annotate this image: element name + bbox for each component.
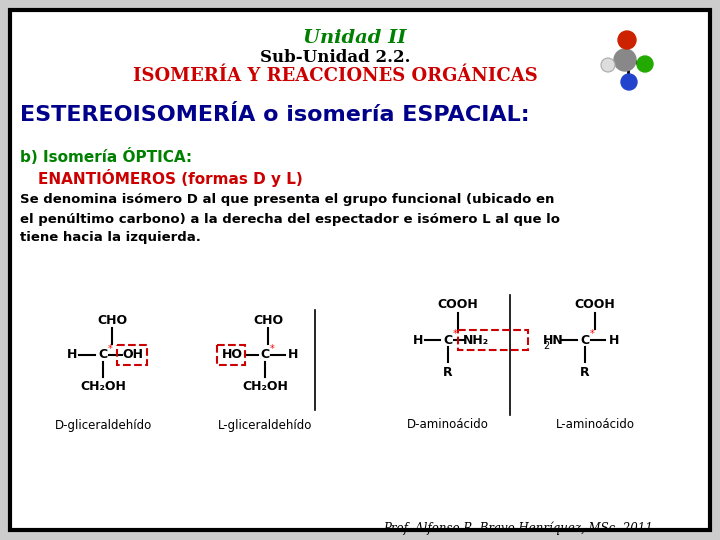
Circle shape [621,74,637,90]
Text: R: R [444,366,453,379]
Text: tiene hacia la izquierda.: tiene hacia la izquierda. [20,232,201,245]
Text: CH₂OH: CH₂OH [80,380,126,393]
Text: *: * [590,329,595,339]
Text: CHO: CHO [97,314,127,327]
Text: Prof. Alfonso R. Bravo Henríquez, MSc. 2011.: Prof. Alfonso R. Bravo Henríquez, MSc. 2… [383,521,657,535]
Text: Se denomina isómero D al que presenta el grupo funcional (ubicado en: Se denomina isómero D al que presenta el… [20,193,554,206]
Text: b) Isomería ÓPTICA:: b) Isomería ÓPTICA: [20,148,192,165]
Text: NH₂: NH₂ [463,334,489,347]
Text: ENANTIÓMEROS (formas D y L): ENANTIÓMEROS (formas D y L) [38,169,302,187]
Circle shape [601,58,615,72]
Text: C: C [580,334,590,347]
Text: 2: 2 [543,341,549,351]
Text: el penúltimo carbono) a la derecha del espectador e isómero L al que lo: el penúltimo carbono) a la derecha del e… [20,213,560,226]
Text: D-gliceraldehído: D-gliceraldehído [55,418,152,431]
Text: H: H [413,334,423,347]
Text: COOH: COOH [438,299,478,312]
Text: C: C [99,348,107,361]
Text: H: H [609,334,619,347]
Text: HO: HO [222,348,243,361]
Text: D-aminoácido: D-aminoácido [407,418,489,431]
Text: *: * [269,344,274,354]
Text: H: H [288,348,298,361]
Text: Sub-Unidad 2.2.: Sub-Unidad 2.2. [260,49,410,65]
Text: OH: OH [122,348,143,361]
Text: H: H [67,348,77,361]
Circle shape [637,56,653,72]
Text: *: * [107,344,112,354]
Text: L-gliceraldehído: L-gliceraldehído [218,418,312,431]
Text: HN: HN [543,334,563,347]
Text: ISOMERÍA Y REACCIONES ORGÁNICAS: ISOMERÍA Y REACCIONES ORGÁNICAS [132,67,537,85]
Circle shape [618,31,636,49]
Text: C: C [444,334,453,347]
Text: CH₂OH: CH₂OH [242,380,288,393]
Text: Unidad II: Unidad II [303,29,407,47]
Text: COOH: COOH [575,299,616,312]
Text: *: * [453,329,457,339]
Circle shape [614,49,636,71]
Text: R: R [580,366,590,379]
Text: CHO: CHO [253,314,283,327]
Text: ESTEREOISOMERÍA o isomería ESPACIAL:: ESTEREOISOMERÍA o isomería ESPACIAL: [20,105,530,125]
Text: C: C [261,348,269,361]
Text: L-aminoácido: L-aminoácido [556,418,634,431]
